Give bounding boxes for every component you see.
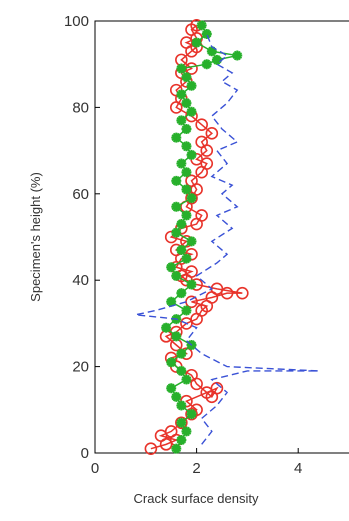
data-point — [195, 209, 208, 222]
data-point — [195, 118, 208, 131]
data-point — [171, 391, 182, 402]
data-point — [176, 365, 187, 376]
data-point — [181, 141, 192, 152]
data-point — [154, 429, 168, 443]
data-point — [196, 20, 207, 31]
data-point — [175, 416, 188, 430]
data-point — [176, 435, 187, 446]
data-point — [185, 265, 198, 278]
data-point — [186, 409, 197, 420]
data-point — [176, 115, 187, 126]
data-point — [181, 98, 192, 109]
data-point — [236, 286, 249, 300]
data-point — [176, 348, 187, 359]
y-tick-label: 100 — [64, 13, 89, 30]
data-point — [195, 135, 208, 149]
data-point — [211, 54, 222, 65]
y-tick-label: 0 — [81, 445, 89, 462]
y-tick-label: 60 — [72, 186, 89, 203]
y-axis-label: Specimen's height (%) — [28, 172, 43, 302]
data-point — [180, 317, 193, 330]
series-2 — [135, 33, 319, 445]
data-point — [201, 28, 212, 39]
data-point — [176, 417, 187, 428]
data-point — [176, 400, 187, 411]
data-point — [191, 37, 202, 48]
data-point — [181, 184, 192, 195]
data-point — [186, 279, 197, 290]
data-point — [144, 442, 158, 455]
data-point — [186, 193, 197, 204]
x-axis-label: Crack surface density — [134, 491, 259, 506]
x-tick-label: 4 — [294, 460, 302, 477]
series-line — [135, 33, 319, 445]
data-point — [176, 219, 187, 230]
data-point — [186, 80, 197, 91]
data-point — [171, 201, 182, 212]
axis-layer: 0 20 40 60 80 100 0 2 4 — [64, 13, 302, 477]
data-point — [161, 322, 172, 333]
data-point — [186, 236, 197, 247]
data-point — [205, 127, 219, 140]
data-point — [171, 175, 182, 186]
data-point — [185, 174, 198, 188]
data-point — [181, 210, 192, 221]
data-point — [181, 124, 192, 134]
data-point — [176, 244, 187, 255]
series-line — [164, 24, 238, 450]
data-point — [205, 390, 219, 404]
data-point — [232, 50, 243, 61]
data-point — [176, 158, 187, 169]
series-layer — [135, 19, 319, 455]
data-point — [166, 262, 177, 273]
x-tick-label: 2 — [192, 460, 200, 477]
data-point — [171, 443, 182, 454]
data-point — [201, 59, 212, 70]
data-point — [176, 89, 187, 100]
series-0 — [144, 19, 249, 455]
y-tick-label: 40 — [72, 272, 89, 289]
y-tick-label: 80 — [72, 99, 89, 116]
data-point — [186, 149, 197, 160]
data-point — [181, 253, 192, 264]
data-point — [181, 305, 192, 316]
y-tick-label: 20 — [72, 359, 89, 376]
data-point — [166, 357, 177, 368]
data-point — [166, 383, 177, 394]
data-point — [164, 425, 178, 438]
data-point — [166, 296, 177, 307]
data-point — [181, 426, 192, 437]
data-point — [176, 288, 187, 299]
data-point — [171, 331, 182, 342]
data-point — [220, 286, 234, 300]
data-point — [181, 167, 192, 178]
data-point — [181, 72, 192, 83]
data-point — [200, 157, 214, 170]
data-point — [171, 270, 182, 281]
data-point — [171, 132, 182, 143]
data-point — [181, 374, 192, 385]
data-point — [186, 106, 197, 117]
x-tick-label: 0 — [91, 460, 99, 477]
data-point — [176, 63, 187, 74]
plot-area — [94, 20, 349, 454]
data-point — [206, 46, 217, 57]
data-point — [171, 227, 182, 238]
